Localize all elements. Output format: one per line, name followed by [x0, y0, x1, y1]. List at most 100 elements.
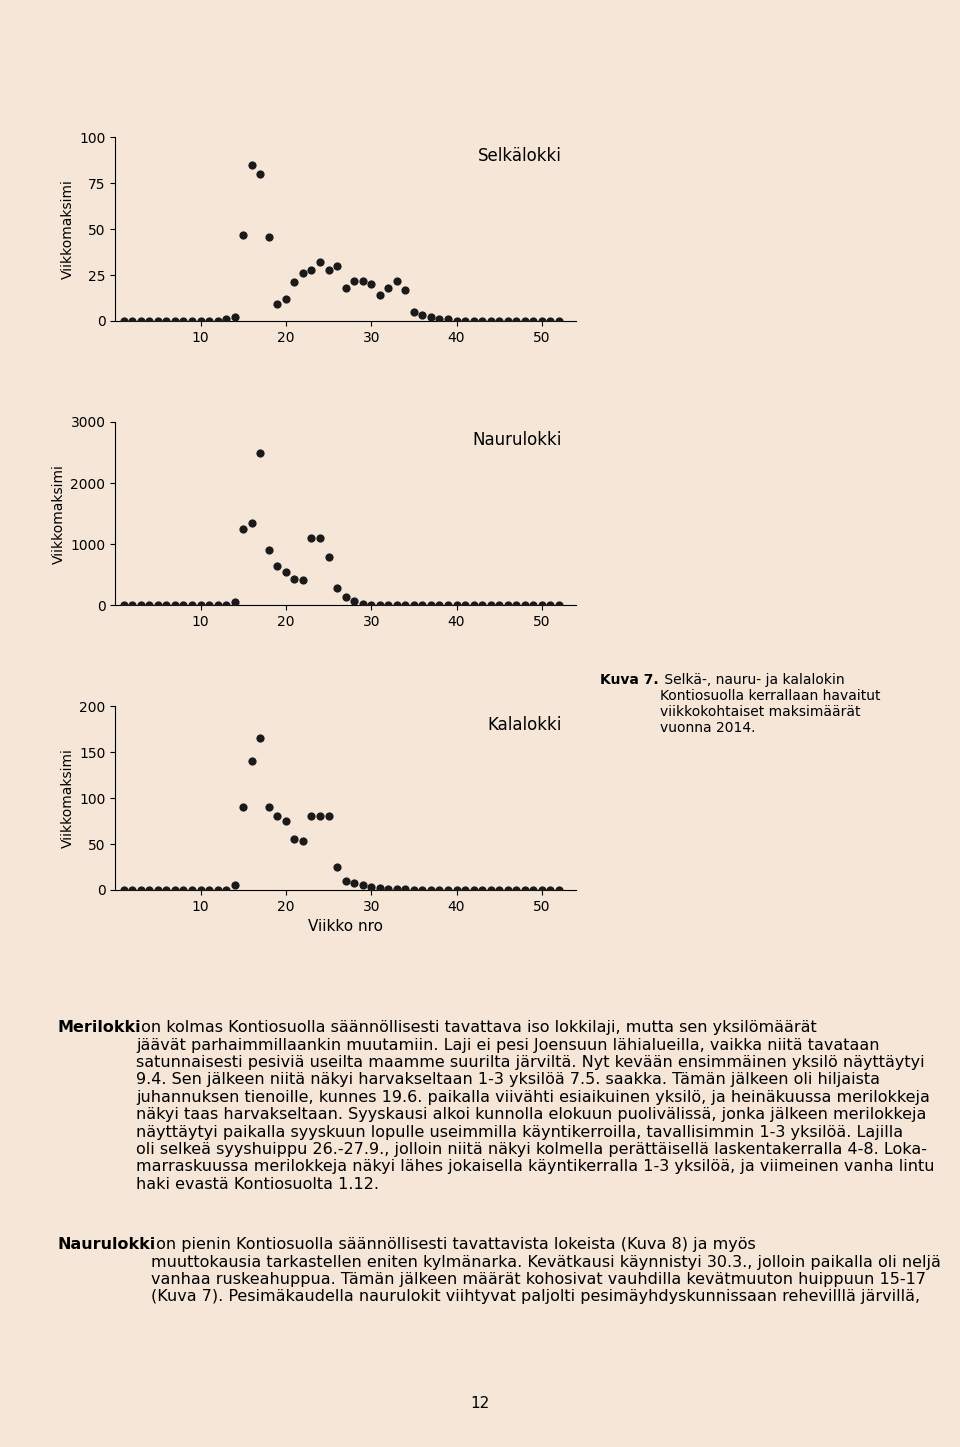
Point — [278, 288, 294, 311]
Point — [227, 590, 242, 614]
Point — [500, 878, 516, 901]
Point — [355, 269, 371, 292]
Point — [492, 310, 507, 333]
Point — [509, 878, 524, 901]
Point — [184, 310, 200, 333]
Point — [449, 593, 465, 616]
Point — [150, 310, 165, 333]
Point — [176, 878, 191, 901]
Point — [517, 878, 533, 901]
Point — [244, 511, 259, 534]
Point — [542, 310, 558, 333]
Point — [270, 292, 285, 315]
Point — [296, 569, 311, 592]
Point — [372, 877, 388, 900]
Point — [355, 592, 371, 615]
Point — [133, 878, 149, 901]
Point — [526, 593, 541, 616]
Point — [193, 310, 208, 333]
Point — [270, 554, 285, 577]
Point — [227, 874, 242, 897]
Point — [252, 441, 268, 464]
Point — [116, 593, 132, 616]
Point — [526, 310, 541, 333]
Point — [380, 877, 396, 900]
Point — [142, 878, 157, 901]
Point — [441, 878, 456, 901]
Point — [449, 310, 465, 333]
Point — [483, 593, 498, 616]
Point — [312, 805, 327, 828]
Point — [415, 304, 430, 327]
Point — [158, 878, 174, 901]
Point — [364, 272, 379, 295]
Text: Kuva 7.: Kuva 7. — [600, 673, 659, 687]
Point — [150, 593, 165, 616]
Point — [252, 162, 268, 185]
Point — [483, 878, 498, 901]
Point — [526, 878, 541, 901]
Point — [457, 878, 472, 901]
Point — [133, 593, 149, 616]
Point — [303, 258, 319, 281]
Point — [397, 877, 413, 900]
Point — [364, 875, 379, 899]
Point — [210, 310, 226, 333]
Point — [167, 878, 182, 901]
Point — [389, 877, 404, 900]
Text: Selkälokki: Selkälokki — [478, 146, 563, 165]
Point — [509, 310, 524, 333]
Point — [210, 878, 226, 901]
Point — [125, 310, 140, 333]
Point — [474, 310, 490, 333]
Point — [534, 310, 549, 333]
Point — [466, 878, 481, 901]
Point — [219, 593, 234, 616]
Point — [500, 593, 516, 616]
Point — [176, 310, 191, 333]
Point — [261, 796, 276, 819]
Point — [364, 593, 379, 616]
Point — [338, 276, 353, 300]
Point — [287, 271, 302, 294]
Point — [542, 593, 558, 616]
Point — [303, 805, 319, 828]
Point — [244, 153, 259, 177]
Point — [441, 308, 456, 331]
Point — [158, 310, 174, 333]
Point — [457, 593, 472, 616]
Point — [210, 593, 226, 616]
Point — [235, 796, 251, 819]
Point — [321, 805, 336, 828]
Point — [278, 560, 294, 583]
Y-axis label: Viikkomaksimi: Viikkomaksimi — [60, 748, 75, 848]
Point — [167, 310, 182, 333]
Point — [432, 593, 447, 616]
Point — [133, 310, 149, 333]
Point — [270, 805, 285, 828]
Point — [176, 593, 191, 616]
Point — [406, 593, 421, 616]
Point — [303, 527, 319, 550]
Point — [380, 593, 396, 616]
Point — [397, 593, 413, 616]
Point — [287, 828, 302, 851]
Point — [449, 878, 465, 901]
Point — [202, 310, 217, 333]
Point — [423, 305, 439, 328]
Text: on kolmas Kontiosuolla säännöllisesti tavattava iso lokkilaji, mutta sen yksilöm: on kolmas Kontiosuolla säännöllisesti ta… — [136, 1020, 935, 1192]
Point — [389, 269, 404, 292]
Point — [492, 878, 507, 901]
Point — [551, 593, 566, 616]
Point — [261, 538, 276, 561]
Point — [372, 284, 388, 307]
Point — [355, 874, 371, 897]
Text: Selkä-, nauru- ja kalalokin
Kontiosuolla kerrallaan havaitut
viikkokohtaiset mak: Selkä-, nauru- ja kalalokin Kontiosuolla… — [660, 673, 880, 735]
Point — [347, 269, 362, 292]
Point — [227, 305, 242, 328]
Point — [483, 310, 498, 333]
Point — [441, 593, 456, 616]
Point — [312, 527, 327, 550]
Point — [235, 518, 251, 541]
Point — [321, 258, 336, 281]
